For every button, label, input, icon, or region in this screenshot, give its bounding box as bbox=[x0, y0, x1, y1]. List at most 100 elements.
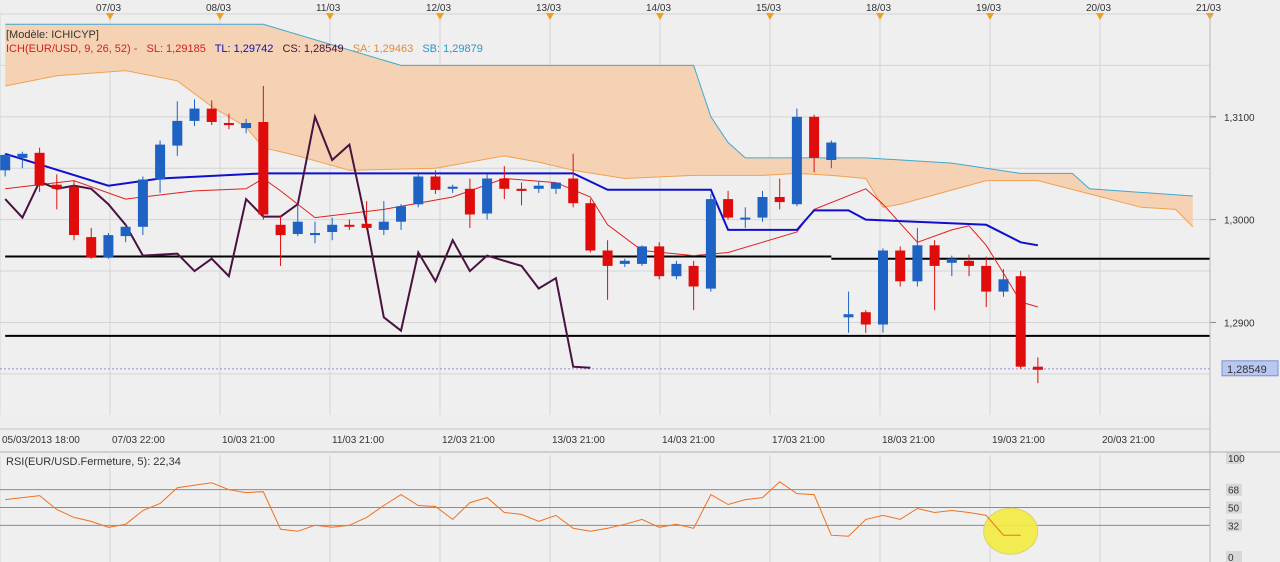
bottom-date-label: 17/03 21:00 bbox=[772, 435, 825, 446]
price-tick-label: 1,2900 bbox=[1224, 319, 1255, 330]
date-marker-icon bbox=[986, 13, 994, 20]
bull-candle bbox=[172, 120, 183, 146]
bull-candle bbox=[327, 224, 338, 232]
rsi-tick-bg bbox=[1226, 452, 1242, 464]
cs-label: CS: 1,28549 bbox=[282, 43, 343, 55]
bear-candle bbox=[223, 123, 234, 126]
cloud-fill bbox=[5, 24, 1193, 227]
bear-candle bbox=[964, 260, 974, 266]
bottom-date-label: 19/03 21:00 bbox=[992, 435, 1045, 446]
top-date-label: 15/03 bbox=[756, 3, 781, 14]
top-date-label: 12/03 bbox=[426, 3, 451, 14]
rsi-label: RSI(EUR/USD.Fermeture, 5): 22,34 bbox=[6, 456, 181, 468]
bull-candle bbox=[241, 123, 252, 129]
bear-candle bbox=[654, 246, 665, 277]
top-date-label: 11/03 bbox=[316, 3, 341, 14]
kijun-sen-line bbox=[4, 152, 1039, 247]
bull-candle bbox=[120, 226, 131, 237]
bear-candle bbox=[688, 265, 699, 287]
bull-candle bbox=[843, 314, 854, 318]
price-tick-label: 1,3100 bbox=[1224, 113, 1255, 124]
bottom-date-label: 07/03 22:00 bbox=[112, 435, 165, 446]
rsi-tick-label: 68 bbox=[1228, 486, 1240, 497]
bull-candle bbox=[878, 250, 888, 325]
bull-candle bbox=[292, 221, 303, 234]
tl-label: TL: 1,29742 bbox=[215, 43, 274, 55]
bull-candle bbox=[705, 199, 716, 289]
ich-legend: ICH(EUR/USD, 9, 26, 52) - SL: 1,29185 TL… bbox=[6, 43, 483, 55]
last-price-label: 1,28549 bbox=[1227, 364, 1267, 376]
senkou-span-b-line bbox=[5, 23, 1193, 197]
bear-candle bbox=[499, 178, 510, 189]
date-marker-icon bbox=[546, 13, 554, 20]
model-label: [Modèle: ICHICYP] bbox=[6, 29, 99, 41]
date-marker-icon bbox=[326, 13, 334, 20]
bull-candle bbox=[550, 182, 561, 189]
tenkan-sen-line bbox=[5, 177, 1039, 308]
price-axis bbox=[1210, 14, 1280, 429]
bottom-date-label: 11/03 21:00 bbox=[332, 435, 385, 446]
price-tick-label: 1,3000 bbox=[1224, 216, 1255, 227]
bull-candle bbox=[378, 221, 389, 230]
rsi-tick-bg bbox=[1226, 519, 1242, 532]
bear-candle bbox=[516, 188, 527, 191]
bear-candle bbox=[774, 197, 785, 203]
top-date-label: 21/03 bbox=[1196, 3, 1221, 14]
bear-candle bbox=[929, 245, 940, 266]
top-date-label: 18/03 bbox=[866, 3, 891, 14]
bear-candle bbox=[1032, 366, 1043, 370]
rsi-tick-label: 50 bbox=[1228, 504, 1240, 515]
bull-candle bbox=[946, 258, 957, 263]
bear-candle bbox=[361, 223, 372, 228]
date-marker-icon bbox=[656, 13, 664, 20]
bull-candle bbox=[791, 116, 802, 205]
bear-candle bbox=[430, 176, 441, 190]
top-date-label: 14/03 bbox=[646, 3, 671, 14]
bear-candle bbox=[344, 224, 355, 227]
bull-candle bbox=[17, 153, 28, 158]
date-marker-icon bbox=[876, 13, 884, 20]
rsi-tick-bg bbox=[1226, 501, 1242, 514]
bear-candle bbox=[723, 199, 734, 218]
bull-candle bbox=[396, 206, 406, 222]
bull-candle bbox=[826, 142, 837, 160]
bear-candle bbox=[981, 265, 992, 292]
bear-candle bbox=[809, 116, 820, 158]
date-marker-icon bbox=[216, 13, 224, 20]
bull-candle bbox=[740, 217, 751, 220]
bull-candle bbox=[619, 260, 630, 264]
rsi-tick-label: 32 bbox=[1228, 521, 1240, 532]
bull-candle bbox=[413, 176, 424, 205]
bull-candle bbox=[155, 144, 166, 180]
bull-candle bbox=[189, 108, 200, 121]
bear-candle bbox=[206, 108, 217, 122]
bull-candle bbox=[671, 263, 682, 277]
top-date-label: 07/03 bbox=[96, 3, 121, 14]
bull-candle bbox=[998, 279, 1009, 292]
bear-candle bbox=[860, 312, 871, 325]
rsi-indicator bbox=[0, 481, 1210, 555]
bear-candle bbox=[602, 250, 613, 266]
ich-label: ICH(EUR/USD, 9, 26, 52) - bbox=[6, 43, 138, 55]
top-date-label: 20/03 bbox=[1086, 3, 1111, 14]
senkou-span-a-line bbox=[5, 70, 1194, 228]
bear-candle bbox=[51, 184, 62, 189]
rsi-tick-label: 0 bbox=[1228, 553, 1234, 562]
date-marker-icon bbox=[766, 13, 774, 20]
rsi-highlight-circle bbox=[983, 507, 1039, 555]
bottom-date-label: 18/03 21:00 bbox=[882, 435, 935, 446]
date-marker-icon bbox=[106, 13, 114, 20]
bull-candle bbox=[533, 185, 544, 189]
candlesticks bbox=[0, 85, 1043, 384]
last-price-badge bbox=[1221, 360, 1279, 377]
bear-candle bbox=[34, 152, 45, 186]
bull-candle bbox=[310, 233, 320, 236]
rsi-tick-bg bbox=[1226, 483, 1242, 496]
bull-candle bbox=[637, 246, 647, 264]
sl-label: SL: 1,29185 bbox=[146, 43, 205, 55]
date-marker-icon bbox=[1096, 13, 1104, 20]
bottom-date-label: 20/03 21:00 bbox=[1102, 435, 1155, 446]
axis-ticks: 07/03 08/03 11/03 12/03 13/03 14/03 15/03 18/03… bbox=[2, 3, 1255, 562]
